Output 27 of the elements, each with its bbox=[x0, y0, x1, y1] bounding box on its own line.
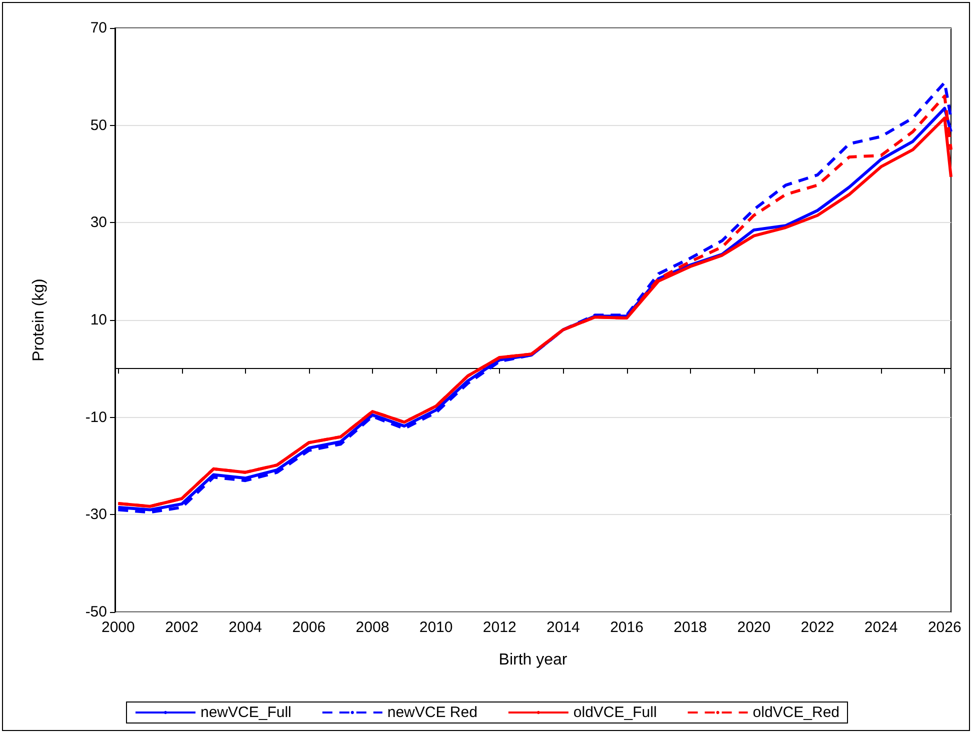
legend-label: newVCE_Full bbox=[200, 704, 292, 721]
x-tick-label: 2004 bbox=[228, 619, 262, 636]
x-tick-label: 2008 bbox=[356, 619, 390, 636]
y-tick-label: 10 bbox=[90, 312, 107, 328]
y-axis-title: Protein (kg) bbox=[30, 278, 48, 362]
legend-label: newVCE Red bbox=[387, 704, 478, 721]
y-tick-label: -30 bbox=[85, 506, 107, 524]
x-tick-label: 2000 bbox=[101, 619, 135, 636]
x-tick-label: 2024 bbox=[864, 619, 898, 636]
x-tick-label: 2016 bbox=[610, 619, 644, 636]
x-tick-label: 2014 bbox=[546, 619, 580, 636]
x-tick-label: 2006 bbox=[292, 619, 326, 636]
y-tick-label: -10 bbox=[85, 408, 107, 426]
y-tick-label: 70 bbox=[90, 20, 107, 36]
y-tick-label: 30 bbox=[90, 214, 107, 232]
x-tick-label: 2012 bbox=[482, 619, 516, 636]
x-tick-label: 2018 bbox=[674, 619, 708, 636]
x-axis-title: Birth year bbox=[498, 652, 568, 668]
x-tick-label: 2020 bbox=[737, 619, 771, 636]
x-tick-label: 2026 bbox=[928, 619, 962, 636]
x-tick-label: 2002 bbox=[165, 619, 198, 636]
legend-label: oldVCE_Red bbox=[752, 704, 840, 721]
y-tick-label: -50 bbox=[85, 604, 107, 620]
x-tick-label: 2022 bbox=[800, 619, 834, 636]
x-tick-label: 2010 bbox=[419, 619, 453, 636]
y-tick-label: 50 bbox=[90, 116, 107, 134]
legend-label: oldVCE_Full bbox=[573, 704, 657, 721]
